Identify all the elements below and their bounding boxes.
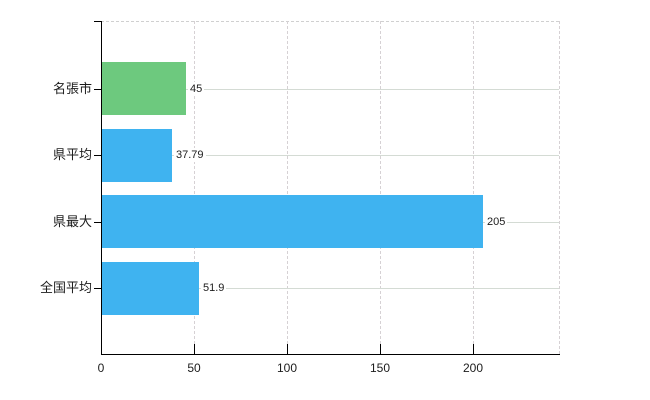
x-tick-label: 100 <box>276 361 298 375</box>
y-axis-tick <box>94 288 101 289</box>
bar-3 <box>102 261 199 315</box>
x-axis-tick <box>473 344 474 354</box>
category-gridline <box>101 155 559 156</box>
x-axis-line <box>101 354 560 355</box>
bar-1 <box>102 128 172 182</box>
category-gridline <box>101 288 559 289</box>
y-axis-tick <box>94 88 101 90</box>
x-gridline <box>473 21 474 354</box>
category-gridline <box>101 88 559 90</box>
y-axis-tick <box>94 155 101 156</box>
category-label: 県最大 <box>52 213 92 229</box>
x-axis-tick <box>380 344 381 354</box>
x-axis-tick <box>194 344 195 354</box>
bar-value-label: 37.79 <box>174 148 206 162</box>
category-label: 名張市 <box>52 80 92 96</box>
x-tick-label: 200 <box>462 361 484 375</box>
bar-value-label: 205 <box>485 214 508 229</box>
x-gridline <box>287 21 288 354</box>
bar-0 <box>102 62 186 115</box>
y-axis-end-tick <box>94 21 101 22</box>
x-tick-label: 0 <box>97 361 105 375</box>
bar-value-label: 45 <box>188 81 205 96</box>
x-gridline <box>380 21 381 354</box>
x-tick-label: 50 <box>187 361 201 375</box>
y-axis-tick <box>94 221 101 223</box>
bar-value-label: 51.9 <box>201 281 227 295</box>
plot-top-border <box>101 21 559 22</box>
y-axis-line <box>101 21 102 355</box>
category-label: 全国平均 <box>39 280 92 295</box>
x-axis-tick <box>287 344 288 354</box>
bar-2 <box>102 195 483 248</box>
x-gridline <box>194 21 195 354</box>
x-tick-label: 150 <box>369 361 391 375</box>
plot-right-border <box>559 21 560 354</box>
category-label: 県平均 <box>52 147 92 162</box>
